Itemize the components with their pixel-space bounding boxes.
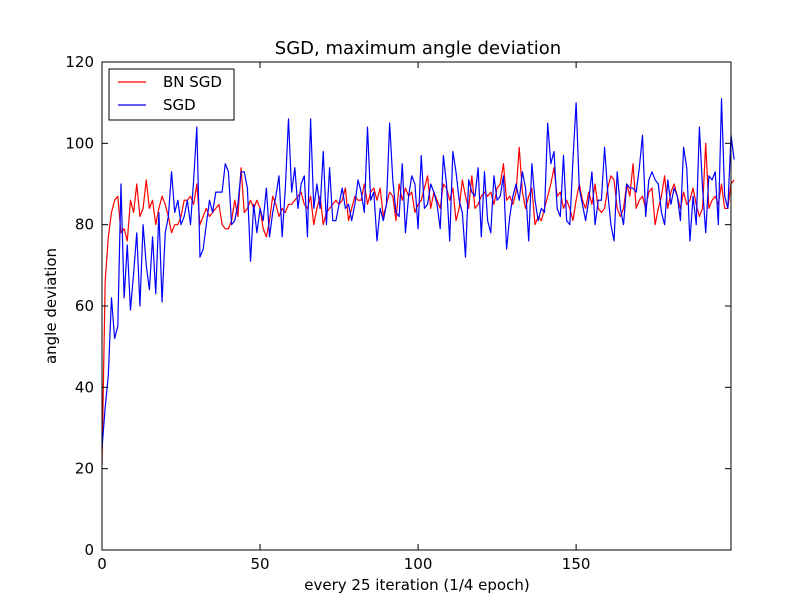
legend-label-bn-sgd: BN SGD bbox=[163, 73, 222, 91]
x-axis: 0 50 100 150 bbox=[97, 62, 590, 573]
series-line-sgd bbox=[101, 97, 735, 449]
y-tick-label: 20 bbox=[75, 460, 94, 478]
legend-box bbox=[108, 68, 235, 121]
x-tick-label: 50 bbox=[250, 555, 269, 573]
plot-series-group bbox=[101, 97, 735, 465]
y-tick-label: 0 bbox=[84, 541, 94, 559]
y-axis-title: angle deviation bbox=[42, 248, 60, 364]
x-tick-label: 150 bbox=[562, 555, 591, 573]
series-line-bn-sgd bbox=[101, 142, 735, 465]
x-axis-title: every 25 iteration (1/4 epoch) bbox=[304, 576, 529, 594]
y-tick-label: 100 bbox=[65, 134, 94, 152]
x-tick-label: 0 bbox=[97, 555, 107, 573]
legend: BN SGD SGD bbox=[108, 68, 235, 121]
legend-label-sgd: SGD bbox=[163, 96, 196, 114]
y-tick-label: 120 bbox=[65, 53, 94, 71]
y-tick-label: 40 bbox=[75, 378, 94, 396]
y-axis: 0 20 40 60 80 100 120 bbox=[65, 53, 731, 559]
y-tick-label: 80 bbox=[75, 216, 94, 234]
y-tick-label: 60 bbox=[75, 297, 94, 315]
chart-title: SGD, maximum angle deviation bbox=[275, 38, 561, 59]
x-tick-label: 100 bbox=[404, 555, 433, 573]
